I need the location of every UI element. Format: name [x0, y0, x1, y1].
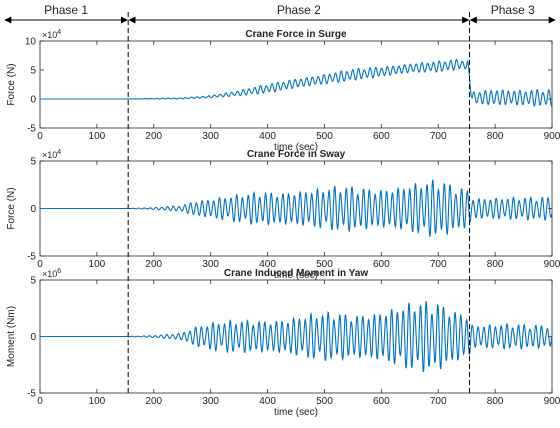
x-tick-label: 300	[202, 259, 219, 270]
y-tick-label: 0	[30, 332, 36, 343]
x-tick-label: 600	[373, 259, 390, 270]
y-axis-label: Moment (Nm)	[6, 306, 17, 367]
x-tick-label: 200	[145, 131, 162, 142]
y-tick-label: 5	[30, 66, 36, 77]
x-tick-label: 500	[316, 259, 333, 270]
x-tick-label: 900	[544, 131, 560, 142]
x-tick-label: 700	[430, 396, 447, 407]
series-line	[40, 179, 553, 237]
y-tick-label: -5	[27, 389, 36, 400]
y-tick-label: 5	[30, 276, 36, 287]
series-line	[40, 301, 553, 373]
x-tick-label: 700	[430, 131, 447, 142]
y-axis-label: Force (N)	[6, 187, 17, 229]
x-tick-label: 400	[259, 131, 276, 142]
y-multiplier: ×106	[42, 268, 61, 279]
x-tick-label: 800	[487, 396, 504, 407]
x-axis-label: time (sec)	[274, 407, 318, 418]
x-tick-label: 800	[487, 131, 504, 142]
phase-label: Phase 2	[277, 3, 321, 17]
y-multiplier: ×104	[42, 29, 61, 40]
x-tick-label: 300	[202, 396, 219, 407]
x-tick-label: 500	[316, 131, 333, 142]
x-tick-label: 600	[373, 396, 390, 407]
phase-label: Phase 1	[44, 3, 88, 17]
x-tick-label: 700	[430, 259, 447, 270]
phase-label: Phase 3	[491, 3, 535, 17]
x-tick-label: 300	[202, 131, 219, 142]
x-tick-label: 200	[145, 259, 162, 270]
x-tick-label: 500	[316, 396, 333, 407]
x-tick-label: 100	[89, 259, 106, 270]
x-tick-label: 0	[37, 131, 43, 142]
series-line	[40, 58, 553, 107]
x-tick-label: 600	[373, 131, 390, 142]
subplot-title: Crane Force in Surge	[245, 29, 347, 40]
x-tick-label: 100	[89, 396, 106, 407]
y-tick-label: 0	[30, 95, 36, 106]
x-axis-label: time (sec)	[274, 142, 318, 153]
x-tick-label: 900	[544, 396, 560, 407]
x-tick-label: 200	[145, 396, 162, 407]
y-axis-label: Force (N)	[6, 63, 17, 105]
y-multiplier: ×104	[42, 149, 61, 160]
subplot-3: 0 100 200 300 400 500 600 700 800 900-505×106 Cran…	[6, 268, 560, 418]
y-tick-label: -5	[27, 252, 36, 263]
subplot-title: Crane Force in Sway	[247, 149, 346, 160]
axes-box	[39, 40, 553, 129]
y-tick-label: -5	[27, 124, 36, 135]
x-tick-label: 400	[259, 259, 276, 270]
x-tick-label: 100	[89, 131, 106, 142]
x-tick-label: 400	[259, 396, 276, 407]
x-tick-label: 0	[37, 259, 43, 270]
subplot-2: 0 100 200 300 400 500 600 700 800 900-505×104 Cran…	[6, 149, 560, 281]
x-tick-label: 800	[487, 259, 504, 270]
y-tick-label: 0	[30, 204, 36, 215]
x-axis-label: time (sec)	[274, 270, 318, 281]
y-tick-label: 10	[25, 37, 37, 48]
phase-annotations: Phase 1 Phase 2 Phase 3	[4, 3, 556, 24]
y-tick-label: 5	[30, 157, 36, 168]
x-tick-label: 0	[37, 396, 43, 407]
x-tick-label: 900	[544, 259, 560, 270]
subplot-title: Crane Induced Moment in Yaw	[224, 268, 369, 279]
